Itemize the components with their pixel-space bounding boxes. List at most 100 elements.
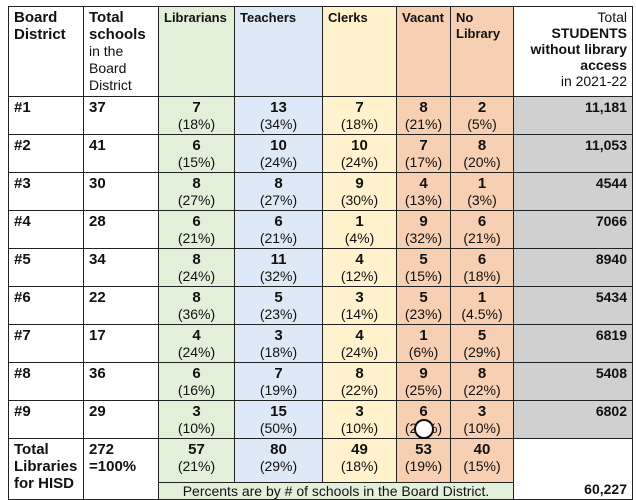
clerks-cell: 4 (12%) — [322, 248, 397, 287]
district-cell: #7 — [8, 324, 84, 363]
total-schools: 272 =100% — [83, 438, 159, 500]
students-cell: 11,181 — [513, 96, 633, 135]
table-row: #8 36 6 (16%) 7 (19%) 8 (22%) 9 (25%) 8 (22%) 5408 — [8, 362, 633, 401]
schools-cell: 41 — [83, 134, 159, 173]
table-row: #1 37 7 (18%) 13 (34%) 7 (18%) 8 (21%) 2 (5%) 11,181 — [8, 96, 633, 135]
header-vacant: Vacant — [396, 6, 451, 97]
teachers-cell: 15 (50%) — [234, 400, 323, 439]
teachers-cell: 7 (19%) — [234, 362, 323, 401]
clerks-cell: 4 (24%) — [322, 324, 397, 363]
teachers-cell: 13 (34%) — [234, 96, 323, 135]
district-cell: #1 — [8, 96, 84, 135]
no-library-cell: 2 (5%) — [450, 96, 514, 135]
teachers-cell: 8 (27%) — [234, 172, 323, 211]
no-library-cell: 6 (21%) — [450, 210, 514, 249]
district-cell: #5 — [8, 248, 84, 287]
students-cell: 4544 — [513, 172, 633, 211]
librarians-cell: 4 (24%) — [158, 324, 235, 363]
students-cell: 6802 — [513, 400, 633, 439]
header-teachers: Teachers — [234, 6, 323, 97]
total-label: Total Libraries for HISD — [8, 438, 84, 500]
clerks-cell: 8 (22%) — [322, 362, 397, 401]
vacant-cell: 5 (15%) — [396, 248, 451, 287]
schools-cell: 30 — [83, 172, 159, 211]
total-students: 60,227 — [513, 438, 633, 500]
header-librarians: Librarians — [158, 6, 235, 97]
header-no-library: No Library — [450, 6, 514, 97]
clerks-cell: 3 (14%) — [322, 286, 397, 325]
no-library-cell: 5 (29%) — [450, 324, 514, 363]
footnote: Percents are by # of schools in the Boar… — [158, 482, 514, 500]
district-cell: #9 — [8, 400, 84, 439]
students-cell: 11,053 — [513, 134, 633, 173]
vacant-cell: 4 (13%) — [396, 172, 451, 211]
schools-cell: 37 — [83, 96, 159, 135]
students-cell: 5408 — [513, 362, 633, 401]
header-total-schools: Total schools in the Board District — [83, 6, 159, 97]
district-cell: #8 — [8, 362, 84, 401]
vacant-cell: 1 (6%) — [396, 324, 451, 363]
teachers-cell: 6 (21%) — [234, 210, 323, 249]
librarians-cell: 6 (21%) — [158, 210, 235, 249]
librarians-cell: 8 (24%) — [158, 248, 235, 287]
table-row: #3 30 8 (27%) 8 (27%) 9 (30%) 4 (13%) 1 (3%) 4544 — [8, 172, 633, 211]
librarians-cell: 8 (36%) — [158, 286, 235, 325]
librarians-cell: 3 (10%) — [158, 400, 235, 439]
clerks-cell: 3 (10%) — [322, 400, 397, 439]
no-library-cell: 1 (3%) — [450, 172, 514, 211]
schools-cell: 34 — [83, 248, 159, 287]
table-row: #5 34 8 (24%) 11 (32%) 4 (12%) 5 (15%) 6 (18%) 8940 — [8, 248, 633, 287]
schools-cell: 22 — [83, 286, 159, 325]
no-library-cell: 8 (20%) — [450, 134, 514, 173]
vacant-cell: 5 (23%) — [396, 286, 451, 325]
schools-cell: 17 — [83, 324, 159, 363]
table-row: #4 28 6 (21%) 6 (21%) 1 (4%) 9 (32%) 6 (21%) 7066 — [8, 210, 633, 249]
no-library-cell: 8 (22%) — [450, 362, 514, 401]
no-library-cell: 1 (4.5%) — [450, 286, 514, 325]
header-board-district: Board District — [8, 6, 84, 97]
total-no-library: 40 (15%) — [450, 438, 514, 483]
header-students: Total STUDENTS without library access in… — [513, 6, 633, 97]
librarians-cell: 8 (27%) — [158, 172, 235, 211]
table-row: #2 41 6 (15%) 10 (24%) 10 (24%) 7 (17%) 8 (20%) 11,0… — [8, 134, 633, 173]
district-cell: #4 — [8, 210, 84, 249]
librarians-cell: 7 (18%) — [158, 96, 235, 135]
district-cell: #3 — [8, 172, 84, 211]
library-staffing-table: Board District Total schools in the Board… — [8, 6, 633, 500]
table-row: #7 17 4 (24%) 3 (18%) 4 (24%) 1 (6%) 5 (29%) 6819 — [8, 324, 633, 363]
total-librarians: 57 (21%) — [158, 438, 235, 483]
district-cell: #2 — [8, 134, 84, 173]
cursor-circle-marker — [414, 419, 434, 439]
schools-cell: 28 — [83, 210, 159, 249]
vacant-cell: 7 (17%) — [396, 134, 451, 173]
teachers-cell: 11 (32%) — [234, 248, 323, 287]
teachers-cell: 10 (24%) — [234, 134, 323, 173]
vacant-cell: 8 (21%) — [396, 96, 451, 135]
teachers-cell: 3 (18%) — [234, 324, 323, 363]
schools-cell: 29 — [83, 400, 159, 439]
clerks-cell: 10 (24%) — [322, 134, 397, 173]
total-vacant: 53 (19%) — [396, 438, 451, 483]
students-cell: 7066 — [513, 210, 633, 249]
students-cell: 6819 — [513, 324, 633, 363]
total-clerks: 49 (18%) — [322, 438, 397, 483]
vacant-cell: 9 (25%) — [396, 362, 451, 401]
clerks-cell: 7 (18%) — [322, 96, 397, 135]
total-row: Total Libraries for HISD 272 =100% 57 (21%) 8… — [8, 438, 633, 500]
district-cell: #6 — [8, 286, 84, 325]
header-row: Board District Total schools in the Board… — [8, 6, 633, 97]
vacant-cell: 9 (32%) — [396, 210, 451, 249]
teachers-cell: 5 (23%) — [234, 286, 323, 325]
students-cell: 8940 — [513, 248, 633, 287]
clerks-cell: 9 (30%) — [322, 172, 397, 211]
librarians-cell: 6 (16%) — [158, 362, 235, 401]
schools-cell: 36 — [83, 362, 159, 401]
table-row: #6 22 8 (36%) 5 (23%) 3 (14%) 5 (23%) 1 (4.5%) 5434 — [8, 286, 633, 325]
no-library-cell: 3 (10%) — [450, 400, 514, 439]
header-clerks: Clerks — [322, 6, 397, 97]
total-teachers: 80 (29%) — [234, 438, 323, 483]
no-library-cell: 6 (18%) — [450, 248, 514, 287]
clerks-cell: 1 (4%) — [322, 210, 397, 249]
students-cell: 5434 — [513, 286, 633, 325]
